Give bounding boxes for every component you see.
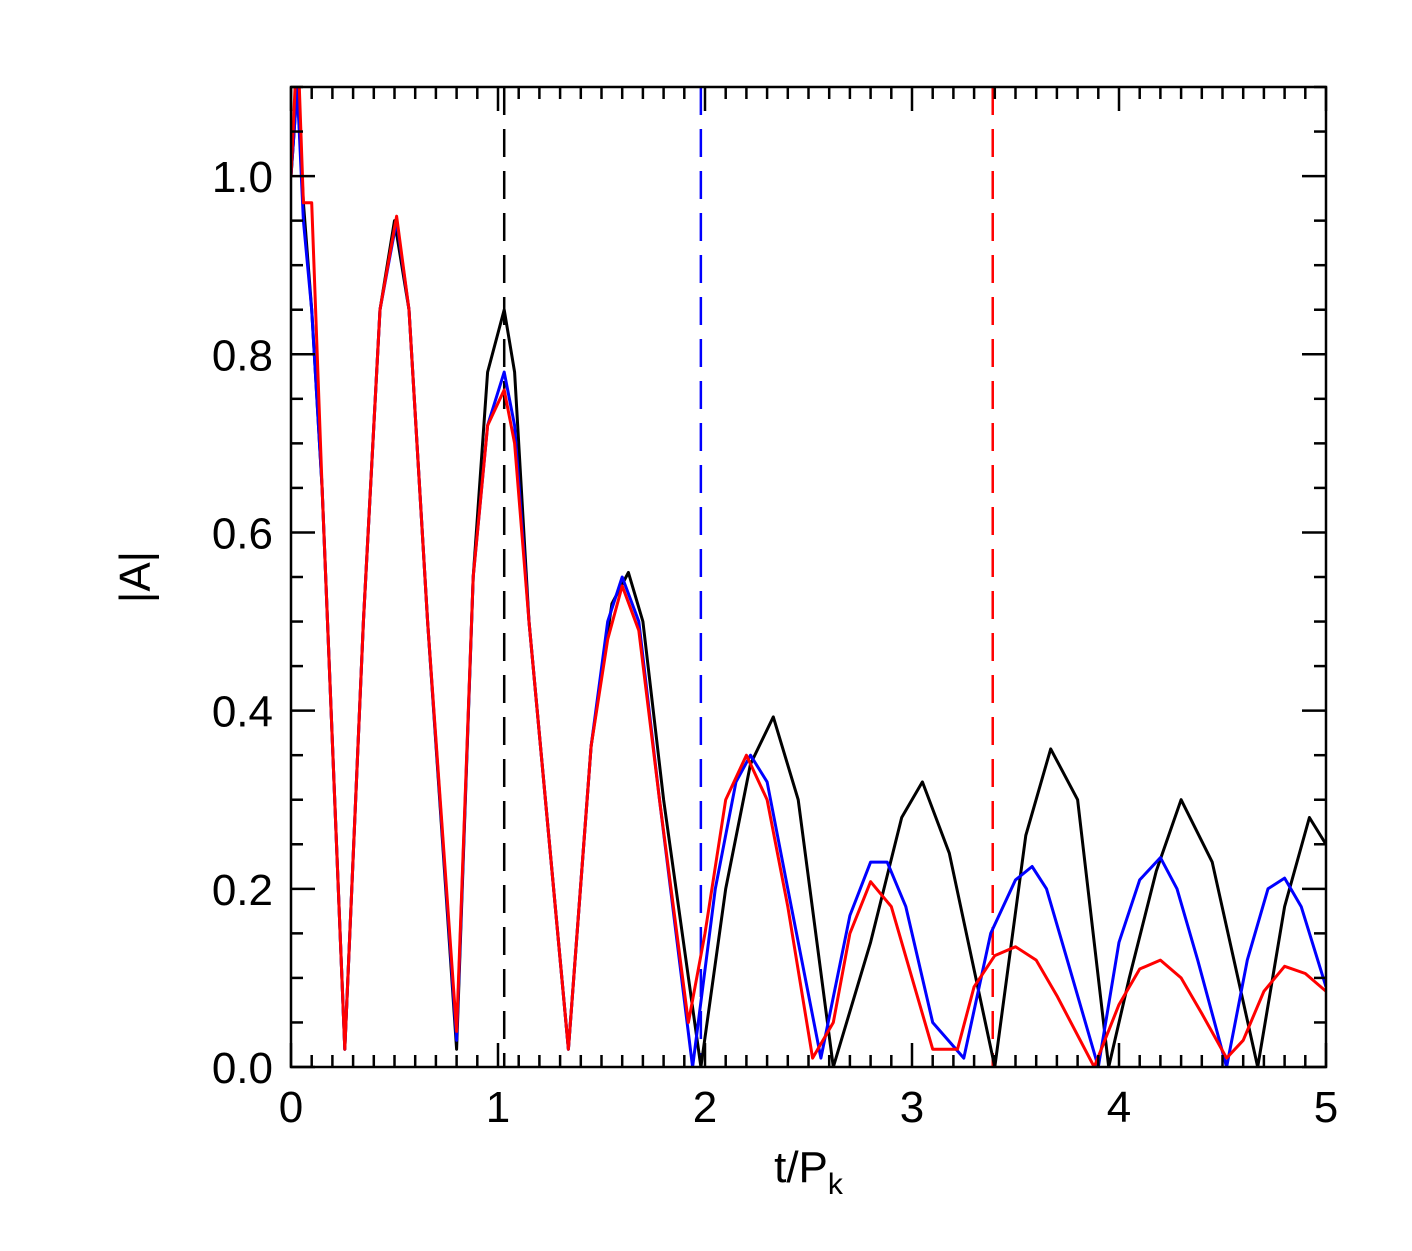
y-tick-label: 0.8 [212,331,273,380]
series-line-1 [291,87,1326,1067]
x-axis-label-subscript: k [828,1168,844,1201]
y-tick-label: 0.2 [212,866,273,915]
x-tick-label: 5 [1314,1083,1338,1132]
x-axis-label: t/Pk [774,1143,844,1201]
x-tick-label: 2 [693,1083,717,1132]
y-axis-label: |A| [111,551,160,603]
x-tick-labels: 0 1 2 3 4 5 [279,1083,1338,1132]
y-tick-label: 0.0 [212,1044,273,1093]
series-line-2 [291,87,1326,1067]
x-tick-label: 1 [486,1083,510,1132]
x-axis-label-main: t/P [774,1143,828,1192]
y-tick-label: 1.0 [212,153,273,202]
series-lines [291,87,1326,1067]
y-tick-label: 0.6 [212,509,273,558]
x-tick-label: 3 [900,1083,924,1132]
y-tick-labels: 0.0 0.2 0.4 0.6 0.8 1.0 [212,153,273,1093]
x-tick-label: 4 [1107,1083,1131,1132]
series-line-0 [291,87,1326,1067]
plot-frame [289,85,1328,1069]
vertical-reference-lines [502,87,994,1067]
axis-ticks [289,85,1328,1069]
x-tick-label: 0 [279,1083,303,1132]
y-tick-label: 0.4 [212,688,273,737]
